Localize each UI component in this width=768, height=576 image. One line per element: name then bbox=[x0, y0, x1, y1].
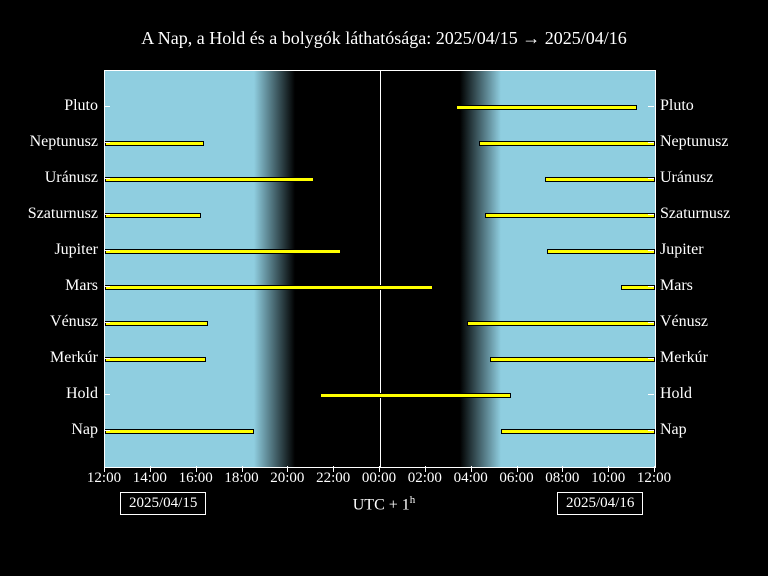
ytick bbox=[648, 178, 654, 179]
visibility-bar bbox=[479, 141, 655, 146]
xtick-label: 12:00 bbox=[87, 470, 121, 487]
visibility-bar bbox=[105, 357, 206, 362]
body-label-left: Neptunusz bbox=[30, 133, 98, 151]
body-label-left: Jupiter bbox=[54, 241, 98, 259]
ytick bbox=[648, 358, 654, 359]
body-label-left: Vénusz bbox=[50, 313, 98, 331]
visibility-bar bbox=[467, 321, 655, 326]
ytick bbox=[104, 358, 110, 359]
ytick bbox=[104, 214, 110, 215]
twilight-morning bbox=[460, 71, 501, 467]
twilight-evening bbox=[254, 71, 295, 467]
xtick-label: 04:00 bbox=[454, 470, 488, 487]
visibility-bar bbox=[105, 249, 341, 254]
ytick bbox=[104, 250, 110, 251]
xtick-label: 20:00 bbox=[270, 470, 304, 487]
body-label-left: Uránusz bbox=[45, 169, 98, 187]
ytick bbox=[104, 394, 110, 395]
visibility-bar bbox=[501, 429, 655, 434]
body-label-right: Pluto bbox=[660, 97, 694, 115]
visibility-bar bbox=[105, 177, 314, 182]
ytick bbox=[648, 286, 654, 287]
body-label-left: Hold bbox=[66, 385, 98, 403]
visibility-bar bbox=[545, 177, 655, 182]
visibility-bar bbox=[456, 105, 637, 110]
ytick bbox=[104, 286, 110, 287]
body-label-right: Hold bbox=[660, 385, 692, 403]
body-label-right: Neptunusz bbox=[660, 133, 728, 151]
x-axis-label: UTC + 1h bbox=[0, 494, 768, 514]
body-label-right: Szaturnusz bbox=[660, 205, 730, 223]
ytick bbox=[648, 322, 654, 323]
ytick bbox=[648, 250, 654, 251]
xtick-label: 10:00 bbox=[591, 470, 625, 487]
ytick bbox=[104, 430, 110, 431]
visibility-bar bbox=[105, 429, 254, 434]
date-end-box: 2025/04/16 bbox=[557, 492, 643, 515]
ytick bbox=[648, 106, 654, 107]
body-label-left: Merkúr bbox=[50, 349, 98, 367]
ytick bbox=[648, 430, 654, 431]
ytick bbox=[648, 214, 654, 215]
visibility-bar bbox=[320, 393, 510, 398]
visibility-bar bbox=[105, 213, 201, 218]
body-label-left: Szaturnusz bbox=[28, 205, 98, 223]
xtick-label: 06:00 bbox=[499, 470, 533, 487]
body-label-right: Uránusz bbox=[660, 169, 713, 187]
xtick-label: 02:00 bbox=[408, 470, 442, 487]
visibility-bar bbox=[547, 249, 655, 254]
date-start-box: 2025/04/15 bbox=[120, 492, 206, 515]
ytick bbox=[104, 178, 110, 179]
body-label-right: Mars bbox=[660, 277, 693, 295]
ytick bbox=[104, 322, 110, 323]
daylight-evening bbox=[105, 71, 254, 467]
visibility-bar bbox=[105, 321, 208, 326]
chart-title: A Nap, a Hold és a bolygók láthatósága: … bbox=[0, 28, 768, 49]
body-label-left: Pluto bbox=[64, 97, 98, 115]
xtick-label: 18:00 bbox=[224, 470, 258, 487]
visibility-bar bbox=[105, 285, 433, 290]
body-label-right: Vénusz bbox=[660, 313, 708, 331]
visibility-bar bbox=[105, 141, 204, 146]
body-label-right: Merkúr bbox=[660, 349, 708, 367]
ytick bbox=[648, 394, 654, 395]
visibility-bar bbox=[485, 213, 655, 218]
chart-container: A Nap, a Hold és a bolygók láthatósága: … bbox=[0, 0, 768, 576]
visibility-bar bbox=[490, 357, 655, 362]
xtick-label: 12:00 bbox=[637, 470, 671, 487]
xtick-label: 16:00 bbox=[179, 470, 213, 487]
daylight-morning bbox=[501, 71, 655, 467]
ytick bbox=[648, 142, 654, 143]
xtick-label: 00:00 bbox=[362, 470, 396, 487]
plot-area bbox=[104, 70, 656, 468]
body-label-right: Nap bbox=[660, 421, 687, 439]
body-label-left: Mars bbox=[65, 277, 98, 295]
ytick bbox=[104, 142, 110, 143]
midnight-line bbox=[380, 71, 381, 467]
body-label-right: Jupiter bbox=[660, 241, 704, 259]
body-label-left: Nap bbox=[71, 421, 98, 439]
xtick-label: 14:00 bbox=[133, 470, 167, 487]
ytick bbox=[104, 106, 110, 107]
xtick-label: 22:00 bbox=[316, 470, 350, 487]
xtick-label: 08:00 bbox=[545, 470, 579, 487]
